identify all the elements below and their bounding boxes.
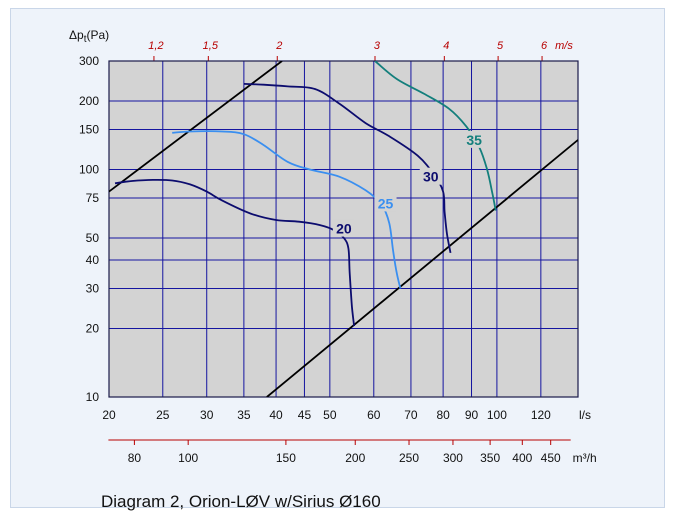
- m3h-tick-label-250: 250: [399, 451, 419, 465]
- chart-caption: Diagram 2, Orion-LØV w/Sirius Ø160: [101, 492, 381, 511]
- y-tick-label-200: 200: [79, 94, 99, 108]
- y-tick-label-40: 40: [86, 253, 100, 267]
- x-tick-label-80: 80: [436, 408, 450, 422]
- x-tick-label-35: 35: [237, 408, 251, 422]
- velocity-tick-label-0: 1,2: [148, 40, 163, 52]
- y-axis-label: Δpt(Pa): [69, 28, 109, 45]
- m3h-tick-label-150: 150: [276, 451, 296, 465]
- m3h-unit-label: m³/h: [573, 451, 597, 465]
- x-tick-label-120: 120: [531, 408, 551, 422]
- velocity-tick-label-2: 2: [275, 40, 282, 52]
- x-tick-label-40: 40: [269, 408, 283, 422]
- y-tick-label-20: 20: [86, 322, 100, 336]
- boundary-upper-limit: [109, 61, 283, 193]
- series-30-label-bg: [419, 167, 442, 185]
- y-tick-label-10: 10: [86, 390, 100, 404]
- m3h-tick-label-100: 100: [178, 451, 198, 465]
- y-tick-label-50: 50: [86, 231, 100, 245]
- y-tick-label-150: 150: [79, 122, 99, 136]
- series-25-curve: [172, 130, 402, 289]
- chart-frame: 20 25 30 35 10 20 30 40 50 75 100 150 200 300 Δpt(Pa) 2…: [10, 8, 665, 511]
- m3h-tick-label-350: 350: [480, 451, 500, 465]
- x-tick-label-45: 45: [298, 408, 312, 422]
- series-35-curve: [374, 61, 497, 211]
- boundary-lower-limit: [266, 139, 578, 397]
- series-35-label: 35: [466, 132, 482, 148]
- series-25-label: 25: [378, 195, 394, 211]
- y-tick-label-100: 100: [79, 163, 99, 177]
- series-20-curve: [114, 178, 355, 327]
- y-tick-label-75: 75: [86, 191, 100, 205]
- y-tick-label-300: 300: [79, 54, 99, 68]
- velocity-tick-label-3: 3: [374, 40, 381, 52]
- series-20-label-bg: [332, 219, 355, 237]
- velocity-tick-label-4: 4: [443, 40, 449, 52]
- velocity-tick-label-6: 6: [541, 40, 548, 52]
- series-30-label: 30: [423, 169, 439, 185]
- series-30-curve: [243, 83, 452, 254]
- pressure-flow-chart: 20253035102030405075100150200300Δpt(Pa)2…: [69, 28, 597, 465]
- x-tick-label-30: 30: [200, 408, 214, 422]
- series-35-label-bg: [463, 130, 486, 148]
- series-20-label: 20: [336, 221, 352, 237]
- x-tick-label-70: 70: [404, 408, 418, 422]
- velocity-tick-label-5: 5: [497, 40, 504, 52]
- m3h-tick-label-200: 200: [345, 451, 365, 465]
- velocity-unit-label: m/s: [555, 40, 573, 52]
- x-tick-label-60: 60: [367, 408, 381, 422]
- x-tick-label-25: 25: [156, 408, 170, 422]
- x-tick-label-100: 100: [487, 408, 507, 422]
- series-25-label-bg: [374, 194, 397, 212]
- plot-data-layer: [109, 61, 578, 397]
- x-tick-label-90: 90: [465, 408, 479, 422]
- m3h-tick-label-80: 80: [128, 451, 142, 465]
- velocity-tick-label-1: 1,5: [203, 40, 219, 52]
- x-axis-unit-label: l/s: [579, 408, 591, 422]
- y-tick-label-30: 30: [86, 281, 100, 295]
- plot-border: [108, 60, 579, 398]
- m3h-tick-label-450: 450: [541, 451, 561, 465]
- m3h-tick-label-300: 300: [443, 451, 463, 465]
- x-tick-label-20: 20: [102, 408, 116, 422]
- x-tick-label-50: 50: [323, 408, 337, 422]
- m3h-tick-label-400: 400: [512, 451, 532, 465]
